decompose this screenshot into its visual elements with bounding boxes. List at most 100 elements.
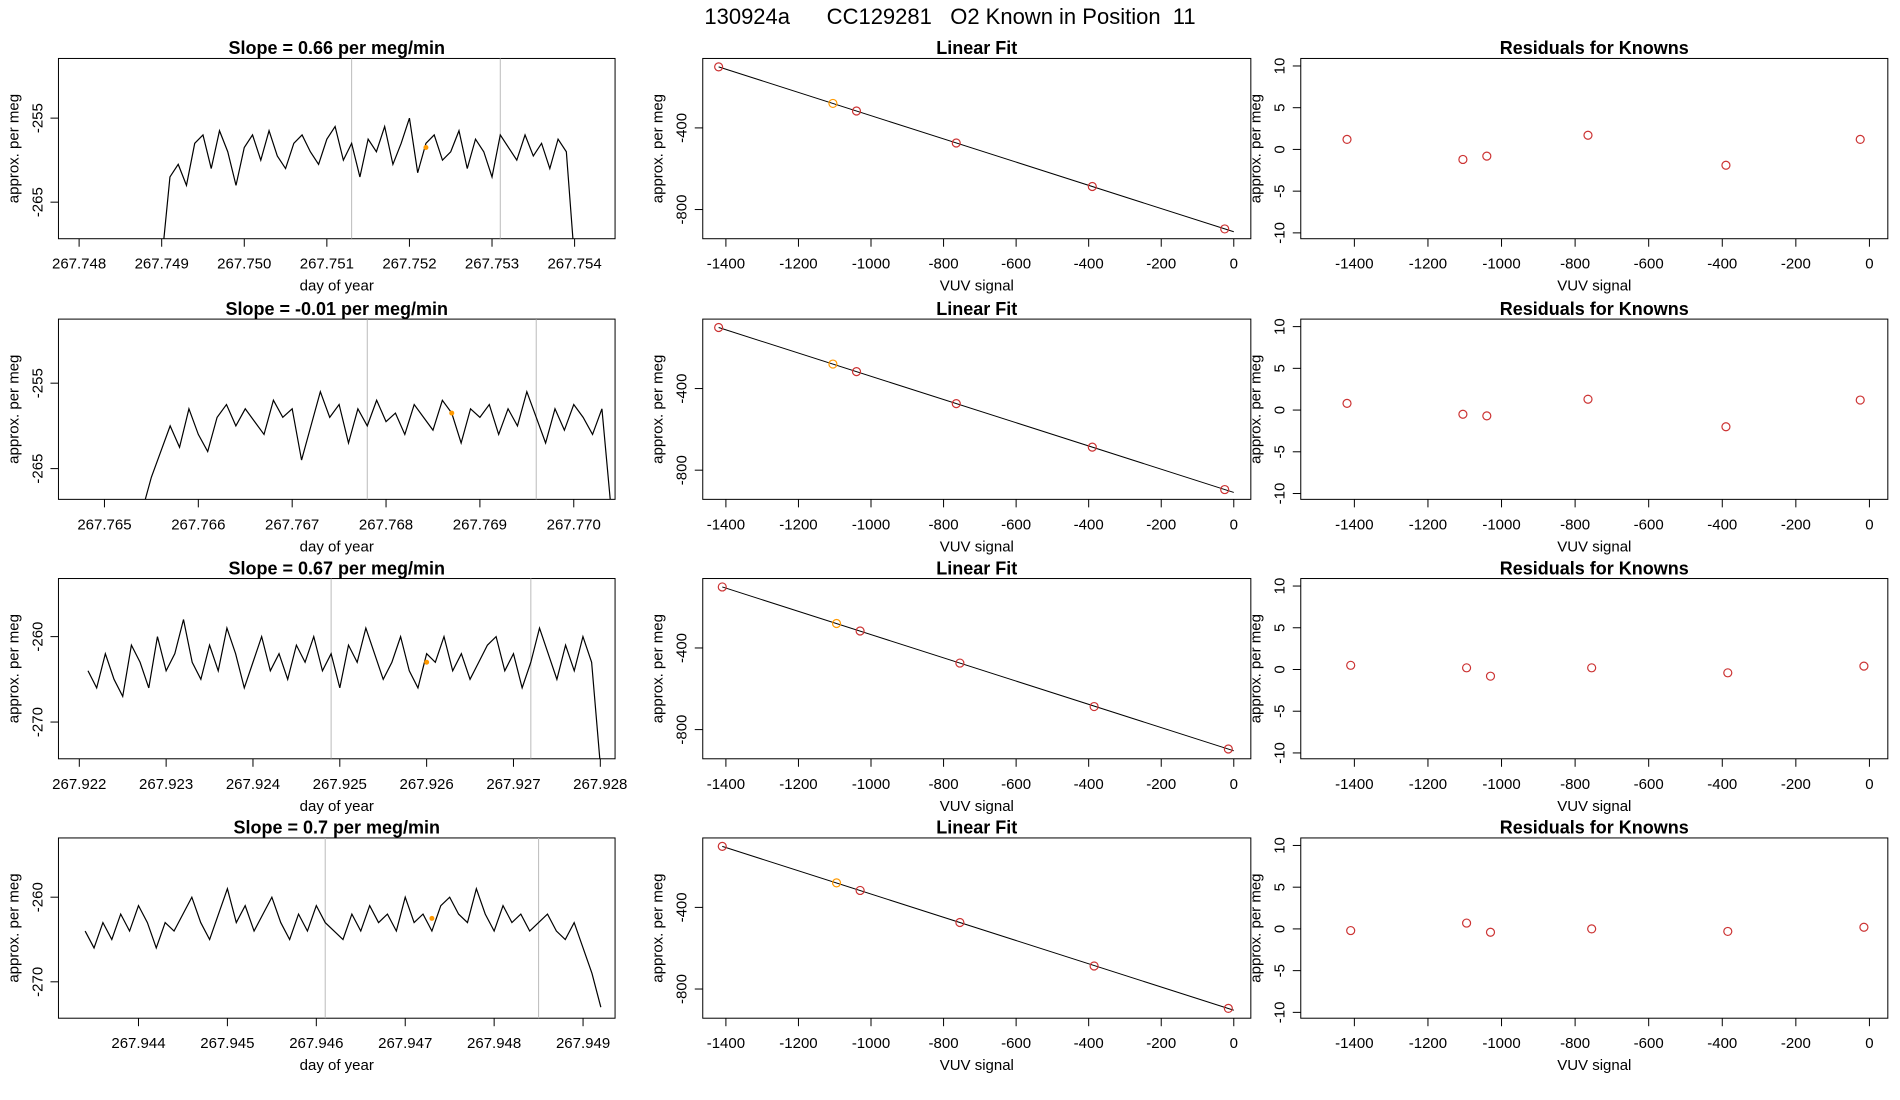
x-tick-label: -1000 xyxy=(1482,516,1520,533)
y-tick-label: -270 xyxy=(29,707,46,737)
fit-line xyxy=(718,66,1234,233)
x-tick-label: -400 xyxy=(1707,256,1737,273)
panel: Slope = -0.01 per meg/min day of year appr… xyxy=(5,299,616,555)
y-tick-label: -800 xyxy=(674,195,691,225)
data-point xyxy=(1855,395,1865,405)
fit-line xyxy=(718,327,1234,493)
x-tick-label: 0 xyxy=(1865,256,1873,273)
x-axis-label: VUV signal xyxy=(940,538,1014,555)
y-tick-label: 5 xyxy=(1272,104,1289,112)
x-tick-label: -1200 xyxy=(779,776,817,793)
x-tick-label: 0 xyxy=(1865,776,1873,793)
data-point xyxy=(1721,160,1731,170)
data-point xyxy=(717,841,727,851)
data-point xyxy=(1482,151,1492,161)
panel: Slope = 0.67 per meg/min day of year appro… xyxy=(5,558,627,814)
x-tick-label: 267.949 xyxy=(556,1035,610,1052)
highlight-point xyxy=(429,915,435,921)
plot-content xyxy=(717,582,1234,754)
panel: Slope = 0.7 per meg/min day of year approx… xyxy=(5,818,616,1074)
data-point xyxy=(717,582,727,592)
x-tick-label: -1000 xyxy=(852,776,890,793)
panel-title: Residuals for Knowns xyxy=(1500,299,1689,319)
y-axis-label: approx. per meg xyxy=(5,873,22,982)
x-tick-label: 0 xyxy=(1230,516,1238,533)
y-axis-label: approx. per meg xyxy=(1248,614,1265,723)
y-tick-label: 10 xyxy=(1272,58,1289,75)
plot-frame xyxy=(57,57,616,240)
x-tick-label: -600 xyxy=(1634,776,1664,793)
x-tick-label: -200 xyxy=(1146,1035,1176,1052)
x-tick-label: 267.946 xyxy=(289,1035,343,1052)
y-axis-label: approx. per meg xyxy=(650,614,667,723)
data-point xyxy=(1461,918,1472,928)
y-tick-label: 0 xyxy=(1272,406,1289,414)
plot-frame xyxy=(702,578,1252,760)
x-axis-label: VUV signal xyxy=(1557,798,1631,815)
y-axis-label: approx. per meg xyxy=(1248,355,1265,464)
x-tick-label: 267.767 xyxy=(265,516,319,533)
panel-title: Linear Fit xyxy=(936,558,1017,578)
y-tick-label: -400 xyxy=(674,633,691,663)
x-tick-label: -400 xyxy=(1074,1035,1104,1052)
plot-frame xyxy=(1300,318,1889,500)
panel-title: Residuals for Knowns xyxy=(1500,38,1689,58)
y-tick-label: 5 xyxy=(1272,364,1289,372)
y-tick-label: -400 xyxy=(674,374,691,404)
x-tick-label: -800 xyxy=(1560,1035,1590,1052)
data-point xyxy=(951,138,961,148)
page-title: 130924a CC129281 O2 Known in Position 11 xyxy=(704,4,1195,29)
y-tick-label: 10 xyxy=(1272,578,1289,595)
panel-title: Slope = -0.01 per meg/min xyxy=(225,299,448,319)
x-tick-label: -400 xyxy=(1707,516,1737,533)
x-tick-label: -400 xyxy=(1074,256,1104,273)
panel: Linear Fit VUV signal approx. per meg -1400… xyxy=(650,299,1252,555)
highlight-point xyxy=(423,145,429,151)
panel-title: Slope = 0.67 per meg/min xyxy=(228,558,445,578)
data-line xyxy=(163,117,574,239)
x-tick-label: -600 xyxy=(1001,516,1031,533)
x-tick-label: -1400 xyxy=(707,256,745,273)
y-tick-label: -265 xyxy=(29,454,46,484)
x-tick-label: 0 xyxy=(1865,516,1873,533)
x-tick-label: -1400 xyxy=(1335,776,1373,793)
x-axis-label: VUV signal xyxy=(1557,538,1631,555)
x-tick-label: 267.923 xyxy=(139,776,193,793)
data-point xyxy=(1482,411,1492,421)
y-tick-label: -260 xyxy=(29,882,46,912)
x-tick-label: -800 xyxy=(1560,516,1590,533)
x-tick-label: 267.768 xyxy=(359,516,413,533)
x-tick-label: -600 xyxy=(1634,256,1664,273)
data-point xyxy=(1223,744,1233,754)
x-axis-label: day of year xyxy=(300,798,374,815)
x-tick-label: -800 xyxy=(1560,256,1590,273)
x-tick-label: 267.927 xyxy=(486,776,540,793)
x-tick-label: -1400 xyxy=(1335,256,1373,273)
data-point xyxy=(855,626,865,636)
data-point xyxy=(1342,134,1352,145)
x-tick-label: -400 xyxy=(1074,776,1104,793)
plot-frame xyxy=(702,837,1252,1019)
x-tick-label: 267.925 xyxy=(313,776,367,793)
x-axis-label: day of year xyxy=(300,538,374,555)
data-line xyxy=(144,389,611,500)
plot-frame xyxy=(57,578,616,760)
x-tick-label: 0 xyxy=(1230,776,1238,793)
y-tick-label: 0 xyxy=(1272,665,1289,673)
x-tick-label: -400 xyxy=(1074,516,1104,533)
x-tick-label: 267.751 xyxy=(300,256,354,273)
x-tick-label: -1400 xyxy=(707,516,745,533)
data-point xyxy=(1089,961,1099,971)
plot-content xyxy=(163,58,574,239)
data-line xyxy=(87,619,601,759)
highlight-point xyxy=(424,659,430,665)
x-axis-label: VUV signal xyxy=(940,278,1014,295)
data-point xyxy=(1587,663,1597,673)
highlight-point xyxy=(449,410,455,416)
x-tick-label: -1000 xyxy=(1482,256,1520,273)
panel-title: Residuals for Knowns xyxy=(1500,818,1689,838)
data-point xyxy=(1721,422,1731,432)
plot-frame xyxy=(1300,578,1889,760)
x-tick-label: -400 xyxy=(1707,776,1737,793)
y-tick-label: -10 xyxy=(1272,483,1289,505)
